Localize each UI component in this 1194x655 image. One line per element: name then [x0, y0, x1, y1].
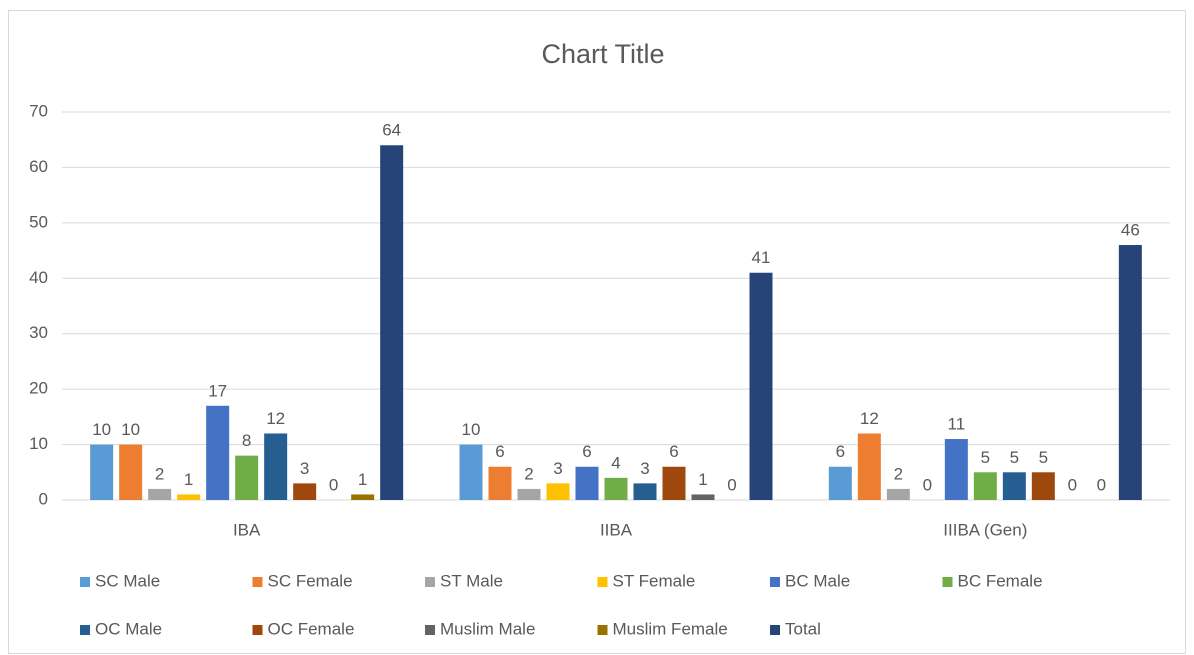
legend-swatch — [425, 577, 435, 587]
data-label: 0 — [1097, 475, 1106, 494]
data-label: 41 — [752, 248, 771, 267]
data-label: 0 — [923, 475, 932, 494]
y-tick-label: 60 — [29, 157, 48, 176]
bar — [1002, 472, 1026, 500]
chart-title: Chart Title — [541, 39, 664, 69]
data-label: 2 — [894, 464, 903, 483]
bar — [293, 483, 317, 500]
legend-swatch — [597, 577, 608, 587]
data-label: 5 — [1010, 448, 1019, 467]
data-label: 1 — [698, 470, 707, 489]
bar — [351, 494, 375, 500]
bar — [1031, 472, 1055, 500]
data-label: 0 — [329, 475, 338, 494]
data-label: 4 — [611, 453, 620, 472]
legend-label: SC Female — [268, 571, 353, 590]
bar — [148, 488, 172, 500]
x-tick-label: IIBA — [600, 520, 633, 539]
data-label: 2 — [524, 464, 533, 483]
data-label: 12 — [860, 409, 879, 428]
data-label: 10 — [121, 420, 140, 439]
legend-swatch — [770, 577, 780, 587]
y-tick-label: 40 — [29, 268, 48, 287]
legend-swatch — [80, 625, 90, 635]
y-tick-label: 70 — [29, 101, 48, 120]
data-label: 6 — [495, 442, 504, 461]
legend-swatch — [597, 625, 608, 635]
data-label: 3 — [640, 459, 649, 478]
chart-border — [8, 10, 1186, 654]
bar — [662, 466, 686, 500]
bar — [546, 483, 570, 500]
legend-label: OC Female — [268, 619, 355, 638]
data-label: 2 — [155, 464, 164, 483]
data-label: 17 — [208, 381, 227, 400]
data-label: 3 — [553, 459, 562, 478]
legend-label: ST Male — [440, 571, 503, 590]
bar — [828, 466, 852, 500]
legend-label: OC Male — [95, 619, 162, 638]
legend-swatch — [252, 577, 263, 587]
legend-label: BC Female — [958, 571, 1043, 590]
bar — [459, 444, 483, 500]
bar — [517, 488, 541, 500]
data-label: 10 — [92, 420, 111, 439]
data-label: 0 — [1068, 475, 1077, 494]
legend-swatch — [942, 577, 953, 587]
data-label: 1 — [358, 470, 367, 489]
bar — [380, 145, 404, 500]
legend-label: ST Female — [613, 571, 696, 590]
data-label: 10 — [462, 420, 481, 439]
data-label: 1 — [184, 470, 193, 489]
legend-label: Total — [785, 619, 821, 638]
bar — [264, 433, 288, 500]
bar — [1118, 245, 1142, 500]
legend-swatch — [252, 625, 263, 635]
bar — [886, 488, 910, 500]
bar — [90, 444, 114, 500]
bar — [604, 477, 628, 500]
data-label: 5 — [1039, 448, 1048, 467]
y-tick-label: 30 — [29, 323, 48, 342]
y-tick-label: 50 — [29, 212, 48, 231]
bar — [488, 466, 512, 500]
data-label: 6 — [836, 442, 845, 461]
data-label: 46 — [1121, 221, 1140, 240]
x-tick-label: IBA — [233, 520, 261, 539]
data-label: 5 — [981, 448, 990, 467]
data-label: 12 — [266, 409, 285, 428]
data-label: 8 — [242, 431, 251, 450]
data-label: 0 — [727, 475, 736, 494]
data-label: 64 — [382, 121, 401, 140]
bar — [973, 472, 997, 500]
legend-swatch — [80, 577, 90, 587]
bar — [749, 272, 773, 500]
bar — [575, 466, 599, 500]
bar — [691, 494, 715, 500]
legend-label: Muslim Female — [613, 619, 728, 638]
y-tick-label: 10 — [29, 434, 48, 453]
bar — [119, 444, 143, 500]
legend-label: BC Male — [785, 571, 850, 590]
legend-swatch — [770, 625, 780, 635]
bar — [235, 455, 259, 500]
bar — [857, 433, 881, 500]
legend-label: Muslim Male — [440, 619, 535, 638]
legend-label: SC Male — [95, 571, 160, 590]
bar — [944, 439, 968, 500]
data-label: 11 — [948, 415, 966, 434]
x-tick-label: IIIBA (Gen) — [943, 520, 1027, 539]
y-tick-label: 20 — [29, 379, 48, 398]
legend-swatch — [425, 625, 435, 635]
bar — [206, 405, 230, 500]
data-label: 3 — [300, 459, 309, 478]
bar — [177, 494, 201, 500]
data-label: 6 — [669, 442, 678, 461]
data-label: 6 — [582, 442, 591, 461]
y-tick-label: 0 — [39, 489, 48, 508]
bar — [633, 483, 657, 500]
